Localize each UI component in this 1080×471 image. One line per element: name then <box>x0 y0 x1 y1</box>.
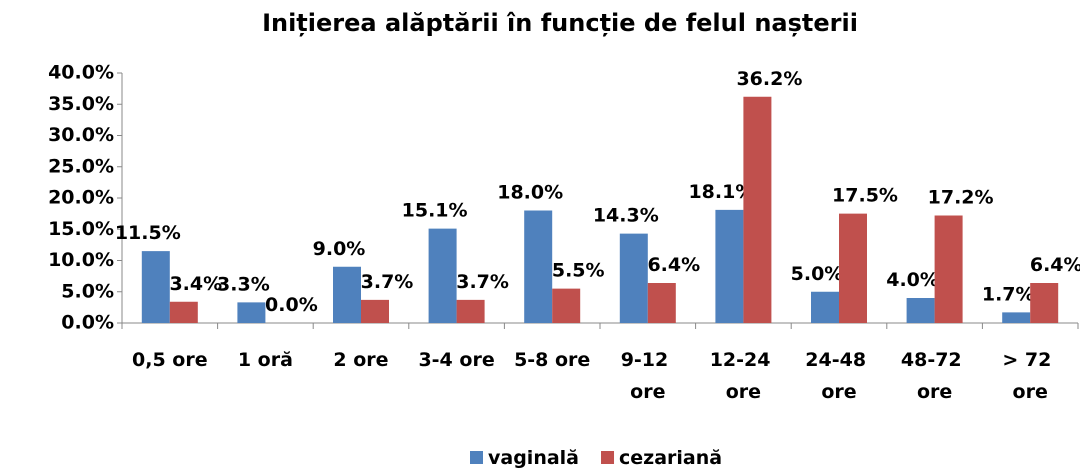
value-label: 5.5% <box>552 260 605 282</box>
bar <box>237 302 266 323</box>
value-label: 6.4% <box>647 254 700 276</box>
x-tick-label: 3-4 ore <box>418 349 494 371</box>
bar <box>839 213 867 323</box>
value-label: 4.0% <box>886 269 939 291</box>
x-tick-label: 9-12 ore <box>621 349 675 403</box>
bar <box>934 215 963 323</box>
y-tick-label: 40.0% <box>48 62 114 84</box>
value-label: 36.2% <box>736 68 802 90</box>
y-tick-label: 0.0% <box>61 312 114 334</box>
value-label: 17.2% <box>928 187 994 209</box>
x-tick-label: 1 oră <box>238 349 293 371</box>
y-tick-label: 5.0% <box>61 280 114 302</box>
bar <box>428 228 457 323</box>
value-label: 15.1% <box>402 200 468 222</box>
x-tick-label: 12-24 ore <box>710 349 777 403</box>
value-label: 0.0% <box>265 294 318 316</box>
bar <box>169 301 198 323</box>
y-tick-label: 25.0% <box>48 155 114 177</box>
bar <box>456 299 485 323</box>
bar <box>524 210 553 323</box>
chart-title: Inițierea alăptării în funcție de felul … <box>262 9 858 37</box>
x-tick-label: 0,5 ore <box>132 349 208 371</box>
value-label: 3.3% <box>217 273 270 295</box>
value-label: 3.4% <box>169 273 222 295</box>
y-tick-label: 10.0% <box>48 249 114 271</box>
value-label: 17.5% <box>832 185 898 207</box>
value-label: 3.7% <box>456 271 509 293</box>
bar <box>333 266 361 323</box>
legend-label: vaginală <box>488 447 579 469</box>
bar <box>647 283 676 323</box>
x-tick-label: 5-8 ore <box>514 349 590 371</box>
value-label: 18.1% <box>688 181 754 203</box>
bar <box>743 96 772 323</box>
y-tick-label: 35.0% <box>48 93 114 115</box>
bar <box>619 233 648 323</box>
value-label: 5.0% <box>791 263 844 285</box>
value-label: 9.0% <box>313 238 366 260</box>
bar <box>1002 312 1031 323</box>
x-tick-label: 2 ore <box>333 349 388 371</box>
bar <box>715 209 744 323</box>
x-tick-label: 48-72 ore <box>901 349 968 403</box>
value-label: 6.4% <box>1030 254 1080 276</box>
value-label: 11.5% <box>115 222 181 244</box>
y-tick-label: 30.0% <box>48 124 114 146</box>
x-tick-label: 24-48 ore <box>805 349 872 403</box>
value-label: 18.0% <box>497 182 563 204</box>
bar <box>552 288 581 323</box>
y-tick-label: 15.0% <box>48 218 114 240</box>
bar <box>361 299 389 323</box>
value-label: 14.3% <box>593 205 659 227</box>
legend-swatch <box>601 451 615 464</box>
legend-label: cezariană <box>619 447 722 469</box>
bar <box>141 251 170 323</box>
x-tick-label: > 72 ore <box>1002 349 1058 403</box>
bar <box>1030 283 1059 323</box>
y-tick-label: 20.0% <box>48 187 114 209</box>
bar <box>906 298 935 323</box>
legend-swatch <box>470 451 483 464</box>
value-label: 3.7% <box>361 271 414 293</box>
bar <box>811 291 839 323</box>
value-label: 1.7% <box>982 283 1035 305</box>
